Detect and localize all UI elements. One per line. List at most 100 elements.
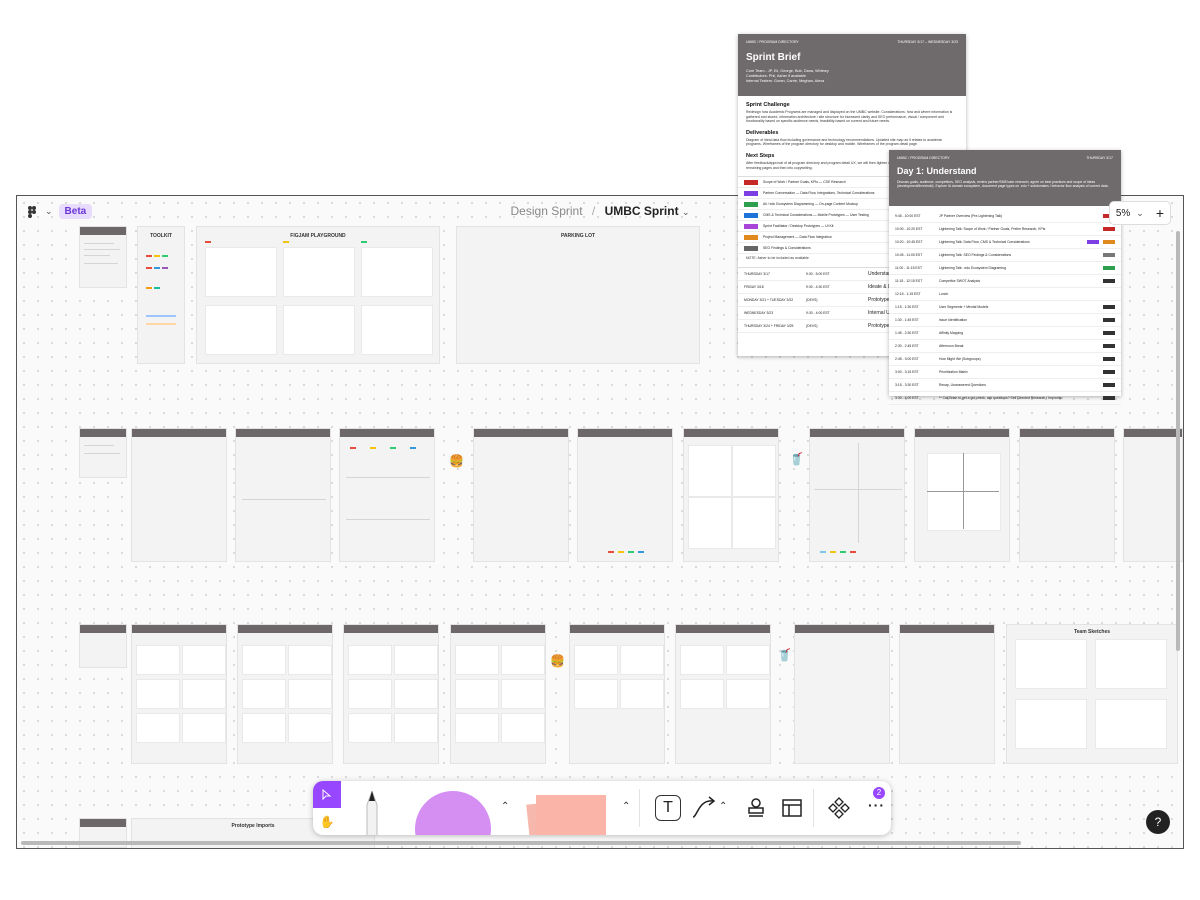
team-sketches-board[interactable]: Team Sketches bbox=[1006, 624, 1178, 764]
schedule-time: 9:30 - 4:00 EST bbox=[806, 310, 830, 315]
breadcrumb: Design Sprint / UMBC Sprint ⌄ bbox=[17, 204, 1183, 218]
overview-board[interactable] bbox=[79, 226, 127, 288]
connector-options-chevron-icon[interactable]: ⌃ bbox=[719, 801, 728, 812]
day2-overview-board[interactable] bbox=[79, 428, 127, 478]
sprint-brief-testers: Internal Testers: Goran, Carrie, Meghan,… bbox=[746, 79, 825, 83]
schedule-day: WEDNESDAY 3/23 bbox=[744, 310, 774, 315]
burger-sticker-2-icon[interactable]: 🍔 bbox=[550, 654, 565, 668]
activity-board-10[interactable] bbox=[1123, 428, 1183, 562]
zoom-control[interactable]: 5% ⌄ + bbox=[1108, 201, 1171, 225]
zoom-level[interactable]: 5% bbox=[1115, 207, 1131, 219]
agenda-time: 1:45 - 2:30 EST bbox=[895, 331, 919, 335]
figjam-canvas-window[interactable]: ⌄ Beta Design Sprint / UMBC Sprint ⌄ 5% … bbox=[16, 195, 1184, 849]
marker-tool-button[interactable] bbox=[361, 789, 383, 835]
agenda-time: 11:00 - 11:15 EST bbox=[895, 266, 923, 270]
sketch-board-1[interactable] bbox=[131, 624, 227, 764]
prioritization-matrix-board[interactable] bbox=[914, 428, 1010, 562]
zoom-chevron-icon[interactable]: ⌄ bbox=[1136, 207, 1144, 218]
activity-board-3[interactable] bbox=[339, 428, 435, 562]
agenda-text: Lightening Talk: .edu Ecosystem Diagrami… bbox=[939, 266, 1006, 270]
figjam-playground-board[interactable]: FIGJAM PLAYGROUND bbox=[196, 226, 440, 364]
section-tool-button[interactable] bbox=[779, 795, 805, 821]
schedule-row: FRIDAY 3/18 9:30 - 4:30 EST Ideate & Decid… bbox=[738, 281, 966, 294]
agenda-tag bbox=[1103, 383, 1115, 387]
prototype-imports-title: Prototype Imports bbox=[231, 823, 275, 829]
figjam-logo-icon[interactable] bbox=[25, 205, 39, 219]
day3-overview-board[interactable] bbox=[79, 624, 127, 668]
breadcrumb-parent[interactable]: Design Sprint bbox=[510, 204, 583, 218]
sketch-board-7[interactable] bbox=[794, 624, 890, 764]
more-tools-button[interactable]: ··· bbox=[868, 797, 885, 813]
toolkit-board[interactable]: TOOLKIT bbox=[137, 226, 185, 364]
stamp-tool-button[interactable] bbox=[743, 795, 769, 821]
drink-sticker-icon[interactable]: 🥤 bbox=[789, 452, 804, 466]
agenda-row: 10:20 - 10:45 EST Lightening Talk: Data F… bbox=[889, 236, 1121, 249]
agenda-tag bbox=[1103, 370, 1115, 374]
shape-options-chevron-icon[interactable]: ⌃ bbox=[501, 801, 510, 812]
sketch-board-2[interactable] bbox=[237, 624, 333, 764]
sketch-board-3[interactable] bbox=[343, 624, 439, 764]
vertical-scrollbar[interactable] bbox=[1176, 231, 1180, 651]
schedule-phase: Understand bbox=[868, 270, 894, 277]
main-menu-chevron-icon[interactable]: ⌄ bbox=[45, 206, 53, 216]
sprint-brief-meta-left: UMBC / PROGRAM DIRECTORY bbox=[746, 40, 799, 44]
notification-badge: 2 bbox=[873, 787, 885, 799]
day1-understand-document[interactable]: UMBC / PROGRAM DIRECTORY THURSDAY 3/17 Da… bbox=[889, 150, 1121, 405]
schedule-time: 9:30 - 5:00 EST bbox=[806, 271, 830, 276]
day1-meta-left: UMBC / PROGRAM DIRECTORY bbox=[897, 156, 950, 160]
hand-tool-button[interactable]: ✋ bbox=[313, 808, 341, 835]
topic-color-tag bbox=[744, 234, 758, 240]
burger-sticker-icon[interactable]: 🍔 bbox=[449, 454, 464, 468]
activity-board-5[interactable] bbox=[577, 428, 673, 562]
components-tool-button[interactable] bbox=[826, 795, 852, 821]
agenda-tag bbox=[1103, 279, 1115, 283]
topic-label: Partner Conversation — Data Flow, Integr… bbox=[763, 191, 875, 196]
select-tool-button[interactable] bbox=[313, 781, 341, 808]
agenda-row: 10:45 - 11:00 EST Lightening Talk: SEO Fi… bbox=[889, 249, 1121, 262]
agenda-row: 12:15 - 1:15 EST Lunch bbox=[889, 288, 1121, 301]
activity-board-2[interactable] bbox=[235, 428, 331, 562]
activity-board-4[interactable] bbox=[473, 428, 569, 562]
topic-label: Scope of Work / Partner Goals, KPIs — CS… bbox=[763, 180, 846, 185]
agenda-tag bbox=[1103, 331, 1115, 335]
file-name[interactable]: UMBC Sprint bbox=[604, 204, 679, 218]
sprint-brief-header: UMBC / PROGRAM DIRECTORY THURSDAY 3/17 – … bbox=[738, 34, 966, 96]
topic-row: CMS & Technical Considerations — Mobile … bbox=[738, 210, 966, 222]
add-button[interactable]: + bbox=[1155, 205, 1164, 221]
sprint-brief-title: Sprint Brief bbox=[746, 52, 801, 63]
agenda-row: 11:15 - 12:15 EST Competitor SWOT Analysi… bbox=[889, 275, 1121, 288]
agenda-time: 2:30 - 2:45 EST bbox=[895, 344, 919, 348]
topic-color-tag bbox=[744, 212, 758, 218]
activity-board-7[interactable] bbox=[809, 428, 905, 562]
deliverables-body: Diagram of ideal data flow including gov… bbox=[746, 137, 943, 147]
sketch-board-8[interactable] bbox=[899, 624, 995, 764]
topic-label: SEO Findings & Considerations bbox=[763, 246, 811, 251]
sticky-note-tool-button[interactable] bbox=[526, 791, 612, 835]
agenda-time: 9:45 - 10:00 EST bbox=[895, 214, 921, 218]
activity-board-9[interactable] bbox=[1019, 428, 1115, 562]
sticky-options-chevron-icon[interactable]: ⌃ bbox=[622, 801, 631, 812]
sketch-board-5[interactable] bbox=[569, 624, 665, 764]
horizontal-scrollbar[interactable] bbox=[21, 841, 1021, 845]
sketch-board-6[interactable] bbox=[675, 624, 771, 764]
day1-intro: Discuss goals, audience, competitors, SE… bbox=[897, 180, 1109, 189]
schedule-time: (DEVS) bbox=[806, 297, 818, 302]
agenda-time: 1:15 - 1:30 EST bbox=[895, 305, 919, 309]
agenda-text: Lightening Talk: Scope of Work / Partner… bbox=[939, 227, 1046, 231]
agenda-tag bbox=[1103, 357, 1115, 361]
drink-sticker-2-icon[interactable]: 🥤 bbox=[777, 648, 792, 662]
sketch-board-4[interactable] bbox=[450, 624, 546, 764]
activity-board-6[interactable] bbox=[683, 428, 779, 562]
agenda-row: 2:45 - 3:00 EST How Might We (Subgroups) bbox=[889, 353, 1121, 366]
text-tool-button[interactable]: T bbox=[655, 795, 681, 821]
file-menu-chevron-icon[interactable]: ⌄ bbox=[681, 207, 690, 217]
agenda-row: 3:00 - 3:15 EST Prioritization Matrix bbox=[889, 366, 1121, 379]
help-button[interactable]: ? bbox=[1146, 810, 1170, 834]
parking-lot-board[interactable]: PARKING LOT bbox=[456, 226, 700, 364]
schedule-time: 9:30 - 4:30 EST bbox=[806, 284, 830, 289]
topic-color-tag bbox=[744, 201, 758, 207]
activity-board-1[interactable] bbox=[131, 428, 227, 562]
sprint-brief-meta-right: THURSDAY 3/17 – WEDNESDAY 3/23 bbox=[897, 40, 958, 44]
connector-tool-button[interactable] bbox=[691, 795, 717, 821]
shape-tool-button[interactable] bbox=[415, 791, 491, 835]
